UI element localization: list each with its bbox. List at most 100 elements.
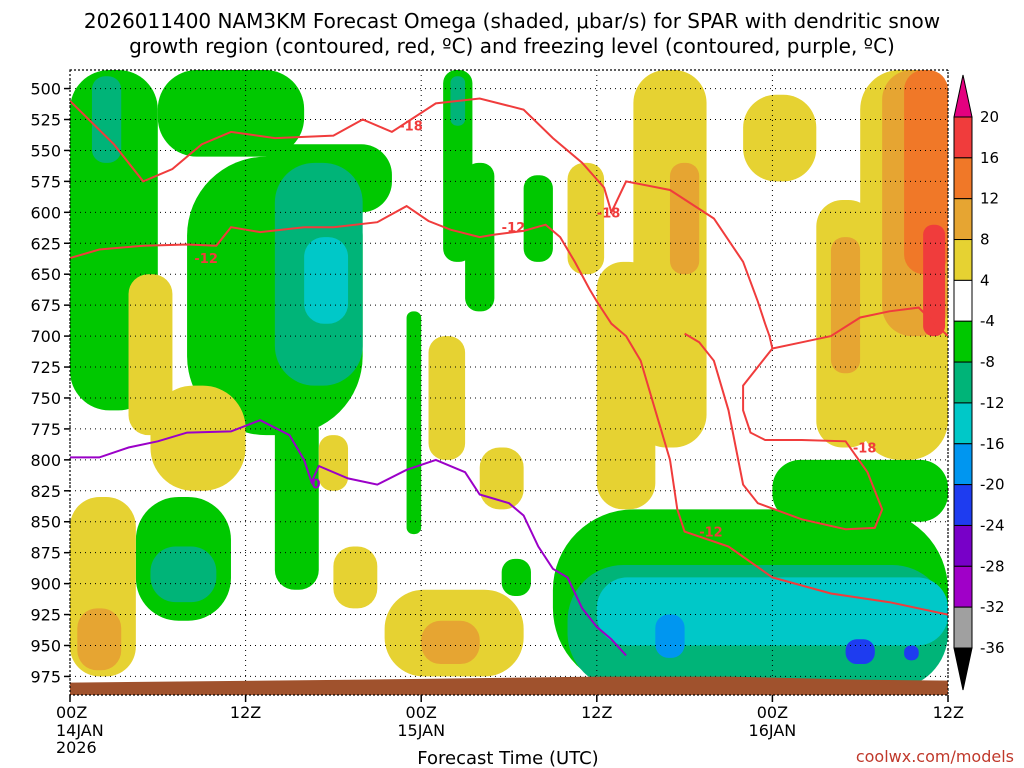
y-tick-label: 625 (30, 234, 61, 253)
colorbar-segment (953, 484, 973, 526)
omega-region (150, 546, 217, 603)
omega-region (743, 94, 817, 182)
colorbar-segment (953, 524, 973, 567)
omega-region (904, 645, 919, 661)
y-tick-label: 900 (30, 575, 61, 594)
y-tick-label: 825 (30, 482, 61, 501)
omega-region (567, 162, 605, 275)
colorbar-segment (953, 402, 973, 445)
omega-region (523, 175, 553, 262)
colorbar-segment (953, 565, 973, 608)
terrain-band (70, 676, 948, 695)
omega-region (128, 274, 173, 436)
y-tick-label: 550 (30, 141, 61, 160)
y-tick-label: 700 (30, 327, 61, 346)
colorbar-label: -28 (980, 557, 1005, 575)
x-tick-label: 12Z (581, 703, 612, 722)
dendritic-contour-line (772, 306, 948, 350)
colorbar-label: 20 (980, 108, 999, 126)
y-tick-label: 875 (30, 544, 61, 563)
omega-region (157, 70, 305, 157)
colorbar-label: -36 (980, 639, 1005, 657)
omega-region (845, 639, 875, 665)
contour-label: -12 (502, 221, 526, 236)
omega-region (333, 546, 378, 609)
y-tick-label: 600 (30, 203, 61, 222)
colorbar-segment (953, 239, 973, 281)
freezing-level-label: 0 (311, 477, 320, 492)
plot-frame (69, 69, 949, 696)
colorbar-segment (953, 116, 973, 159)
colorbar-segment (953, 157, 973, 200)
freezing-level-contour: 0 (70, 419, 627, 657)
x-tick-label: 00Z (406, 703, 437, 722)
dendritic-contours: -18 -12 -18 -12 -12 -18 (70, 97, 948, 616)
colorbar-segment (953, 198, 973, 241)
omega-region (150, 385, 246, 491)
x-tick-year: 2026 (56, 738, 97, 757)
y-tick-label: 975 (30, 667, 61, 686)
x-tick-date: 14JAN (56, 721, 104, 740)
colorbar-segment (953, 606, 973, 649)
y-tick-label: 850 (30, 513, 61, 532)
x-tick-label: 12Z (933, 703, 964, 722)
y-tick-label: 800 (30, 451, 61, 470)
colorbar-segment (953, 279, 973, 322)
chart-title-line1: 2026011400 NAM3KM Forecast Omega (shaded… (84, 9, 940, 33)
omega-region (923, 224, 946, 337)
colorbar-bottom-triangle (953, 647, 973, 691)
colorbar-top-triangle (953, 74, 973, 118)
y-tick-label: 500 (30, 80, 61, 99)
colorbar-label: 4 (980, 271, 990, 289)
omega-region (596, 261, 656, 510)
colorbar-label: 8 (980, 231, 990, 249)
contour-label: -18 (399, 120, 423, 135)
colorbar-label: -16 (980, 435, 1005, 453)
freezing-level-line (70, 419, 627, 657)
y-tick-label: 950 (30, 636, 61, 655)
omega-region (406, 311, 422, 535)
contour-label: -12 (194, 252, 218, 267)
plot-area (70, 70, 948, 695)
y-tick-label: 675 (30, 296, 61, 315)
terrain-fill (70, 676, 948, 695)
y-tick-label: 575 (30, 172, 61, 191)
omega-region (904, 70, 948, 275)
omega-region (655, 614, 685, 658)
x-tick-label: 00Z (757, 703, 788, 722)
omega-region (77, 608, 122, 671)
omega-region (91, 76, 122, 163)
colorbar-label: -12 (980, 394, 1005, 412)
omega-region (479, 447, 524, 510)
omega-region (428, 336, 466, 460)
colorbar-label: -20 (980, 476, 1005, 494)
colorbar-label: -24 (980, 516, 1005, 534)
credit-text: coolwx.com/models (856, 747, 1014, 766)
x-tick-date: 15JAN (397, 721, 445, 740)
colorbar: 20 16 12 8 4 -4 -8 -12 -16 -20 -24 -28 -32 -36 (953, 74, 1005, 691)
contour-label: -18 (853, 441, 877, 456)
colorbar-label: -4 (980, 312, 995, 330)
y-tick-label: 650 (30, 265, 61, 284)
omega-region (421, 620, 480, 665)
contour-label: -18 (597, 206, 621, 221)
colorbar-label: -32 (980, 598, 1005, 616)
chart-title-line2: growth region (contoured, red, ºC) and f… (129, 34, 895, 58)
colorbar-segment (953, 320, 973, 363)
dendritic-contour-line (70, 204, 948, 616)
y-tick-label: 925 (30, 606, 61, 625)
colorbar-label: 16 (980, 149, 999, 167)
y-tick-label: 775 (30, 420, 61, 439)
colorbar-segment (953, 361, 973, 404)
omega-region (274, 410, 319, 590)
omega-region (501, 558, 531, 596)
omega-region (304, 237, 349, 324)
omega-region (318, 435, 349, 491)
y-tick-label: 750 (30, 389, 61, 408)
colorbar-label: -8 (980, 353, 995, 371)
y-axis-ticks: 500 525 550 575 600 625 650 675 700 725 750 775 800 8… (30, 80, 70, 686)
x-tick-label: 00Z (56, 703, 87, 722)
omega-region (669, 162, 700, 275)
